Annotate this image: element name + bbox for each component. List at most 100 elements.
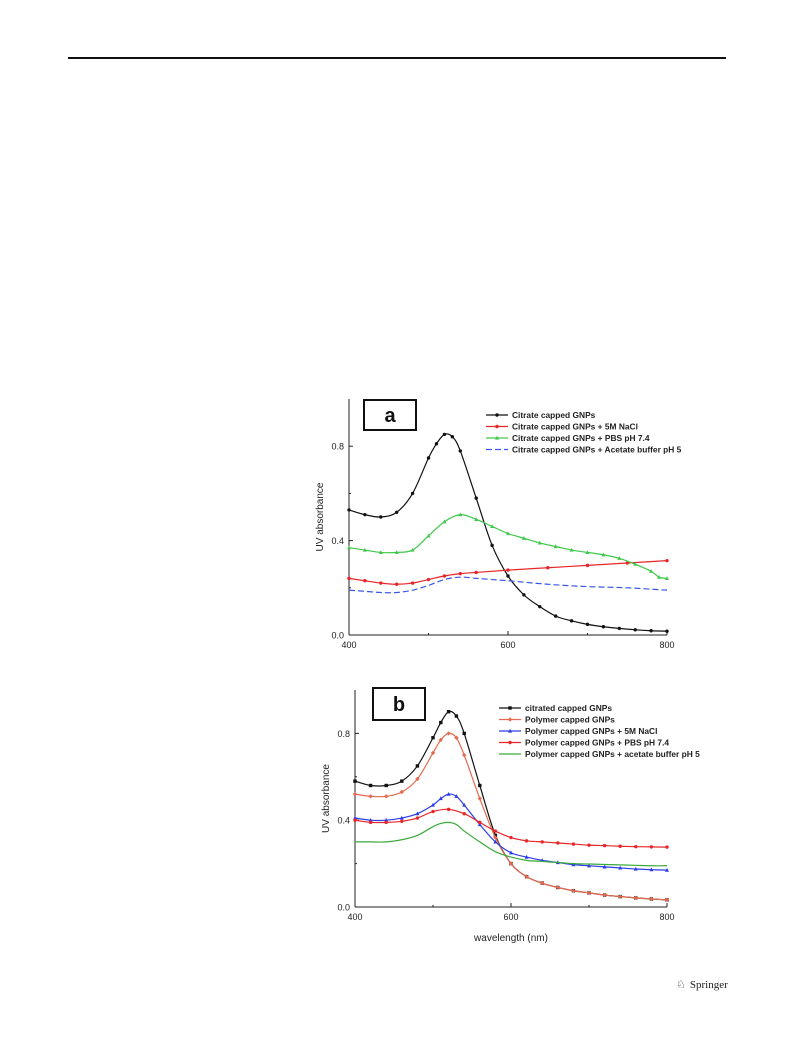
data-point [438, 796, 443, 801]
data-point [546, 566, 550, 570]
data-point [633, 895, 638, 901]
data-point [410, 491, 415, 496]
data-point [634, 844, 638, 849]
data-point [395, 582, 399, 586]
data-point [478, 783, 482, 788]
data-point [400, 819, 404, 823]
data-point [633, 628, 637, 632]
data-point [601, 552, 606, 557]
data-point [368, 818, 373, 822]
data-point [665, 576, 669, 580]
data-point [493, 835, 498, 840]
data-point [553, 544, 558, 549]
data-point [462, 731, 466, 736]
data-point [538, 604, 542, 609]
data-point [618, 844, 622, 848]
series-1 [347, 432, 669, 633]
data-point [368, 794, 373, 799]
data-point [399, 789, 404, 795]
legend-entry: Polymer capped GNPs + PBS pH 7.4 [525, 738, 669, 748]
data-point [649, 629, 653, 633]
data-point [493, 829, 498, 833]
data-point [384, 783, 388, 788]
data-point [384, 818, 389, 822]
data-point [353, 815, 357, 820]
panel-label-box [363, 399, 417, 431]
legend-marker [495, 435, 499, 440]
y-tick-label: 0.0 [331, 631, 344, 641]
legend-marker [508, 740, 512, 745]
data-point [363, 512, 367, 517]
data-point [458, 512, 463, 517]
data-point [617, 556, 622, 560]
data-point [426, 456, 431, 460]
x-axis-label: wavelength (nm) [473, 933, 548, 944]
legend: Citrate capped GNPs Citrate capped GNPs +… [486, 410, 682, 455]
publisher-label: Springer [689, 979, 728, 991]
data-point [524, 839, 529, 843]
legend-marker [495, 413, 499, 417]
data-point [426, 577, 431, 582]
data-point [410, 547, 415, 552]
data-point [569, 619, 574, 623]
legend-marker [508, 728, 512, 733]
data-point [446, 710, 451, 714]
data-point [353, 779, 357, 783]
data-point [585, 550, 590, 554]
data-point [477, 822, 482, 827]
data-point [509, 835, 513, 840]
data-point [442, 574, 447, 578]
data-point [657, 574, 662, 579]
data-point [454, 794, 459, 798]
data-point [442, 432, 447, 437]
legend-entry: Polymer capped GNPs [525, 715, 615, 725]
data-point [474, 517, 479, 521]
data-point [522, 593, 526, 597]
data-point [394, 550, 399, 554]
legend-entry: Citrate capped GNPs + Acetate buffer pH … [512, 445, 682, 455]
data-point [555, 885, 560, 890]
data-point [438, 737, 443, 743]
x-tick-label: 400 [341, 640, 356, 650]
data-point [446, 731, 451, 736]
data-point [439, 720, 443, 725]
data-point [625, 561, 629, 565]
data-point [665, 845, 669, 849]
data-point [506, 568, 510, 572]
data-point [446, 791, 451, 796]
data-point [458, 449, 462, 453]
data-point [474, 570, 478, 575]
data-point [524, 874, 529, 879]
y-axis-label: UV absorbance [321, 764, 332, 833]
data-point [524, 854, 529, 859]
data-point [585, 563, 590, 568]
data-point [554, 614, 558, 618]
top-rule [68, 57, 726, 59]
legend-entry: Citrate capped GNPs + PBS pH 7.4 [512, 433, 650, 443]
series-line [354, 793, 668, 871]
y-tick-label: 0.8 [337, 729, 350, 739]
series-3 [347, 512, 669, 580]
data-point [426, 533, 431, 538]
data-point [458, 571, 462, 576]
series-line [354, 821, 668, 867]
data-point [664, 897, 670, 903]
data-point [569, 547, 574, 552]
data-point [410, 581, 415, 585]
x-tick-label: 400 [347, 912, 362, 922]
data-point [431, 802, 435, 807]
series-line [348, 576, 668, 594]
data-point [521, 536, 526, 540]
series-4 [353, 807, 669, 849]
legend-marker [507, 717, 513, 722]
y-tick-label: 0.8 [331, 442, 344, 452]
legend-entry: Citrate capped GNPs + 5M NaCl [512, 422, 638, 432]
data-point [540, 840, 544, 844]
data-point [649, 845, 654, 849]
x-tick-label: 800 [659, 912, 674, 922]
series-3 [353, 791, 669, 872]
x-tick-label: 800 [659, 640, 674, 650]
data-point [347, 576, 351, 581]
legend-entry: Polymer capped GNPs + 5M NaCl [525, 726, 657, 736]
data-point [431, 809, 435, 814]
